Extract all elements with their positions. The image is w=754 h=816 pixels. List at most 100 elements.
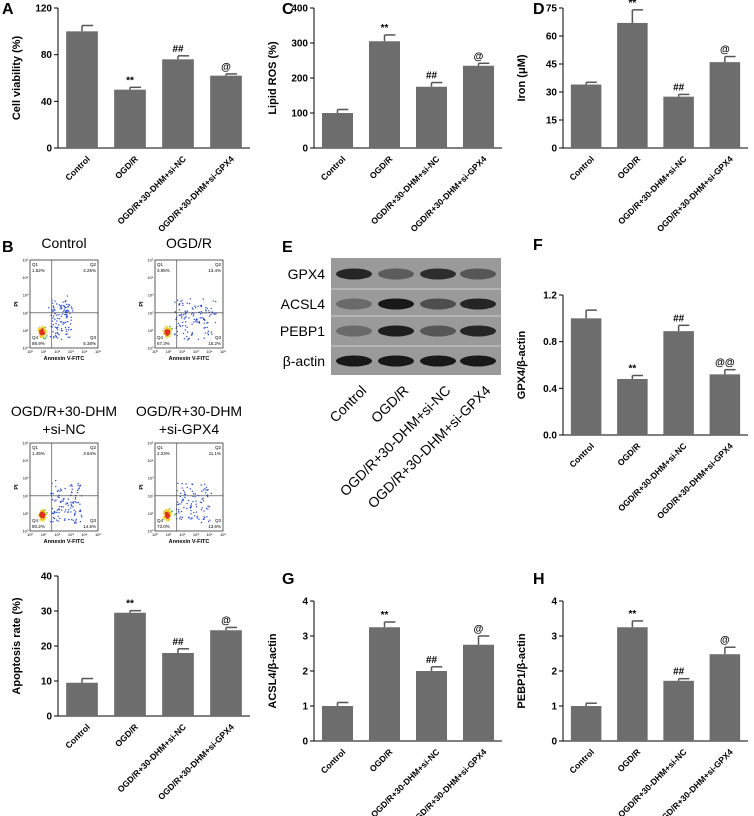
flow-dot xyxy=(164,326,166,328)
flow-dot xyxy=(180,501,183,504)
flow-dot xyxy=(205,507,208,510)
flow-dot xyxy=(65,321,67,323)
flow-dot xyxy=(206,495,209,498)
flow-dot xyxy=(44,511,47,513)
flow-dot xyxy=(52,315,55,317)
flow-dot xyxy=(203,327,205,329)
flow-dot xyxy=(204,487,206,490)
x-tick-label: 10³ xyxy=(193,532,199,537)
flow-dot xyxy=(209,519,211,521)
flow-dot xyxy=(200,501,203,504)
flow-dot xyxy=(39,510,42,512)
flow-dot xyxy=(184,329,187,331)
flow-dot xyxy=(169,518,171,520)
bar xyxy=(66,682,98,716)
x-tick-label: OGD/R+30-DHM+si-GPX4 xyxy=(655,441,735,521)
flow-dot xyxy=(53,335,55,338)
flow-dot xyxy=(207,333,210,336)
flow-dot xyxy=(65,299,67,302)
flow-dot xyxy=(67,498,69,500)
quadrant-percent: 88.9% xyxy=(32,341,45,346)
y-tick-label: 10³ xyxy=(148,476,154,481)
x-tick-label: 10² xyxy=(179,349,185,354)
significance-label: ** xyxy=(628,364,636,375)
flow-dot xyxy=(182,313,185,316)
flow-dot xyxy=(176,501,179,503)
flow-dot xyxy=(165,512,167,514)
flow-dot xyxy=(52,306,55,308)
flow-dot xyxy=(69,485,71,487)
y-tick-label: 10¹ xyxy=(148,511,154,516)
quadrant-name: Q3 xyxy=(90,335,97,340)
flow-dot xyxy=(162,330,164,332)
x-tick-label: 10⁰ xyxy=(152,349,158,354)
x-tick-label: 10³ xyxy=(68,532,74,537)
y-tick-label: 10⁰ xyxy=(147,529,153,534)
flow-dot xyxy=(164,333,166,336)
y-axis-label: PEBP1/β-actin xyxy=(516,633,528,708)
flow-dot xyxy=(68,326,70,329)
flow-dot xyxy=(38,335,41,337)
flow-dot xyxy=(186,331,189,333)
flow-dot xyxy=(57,515,59,517)
y-tick-label: 400 xyxy=(291,4,308,15)
flow-dot xyxy=(210,492,213,495)
bar xyxy=(617,627,648,741)
flow-dot xyxy=(170,514,172,517)
y-tick-label: 10¹ xyxy=(23,328,29,333)
flow-dot xyxy=(163,518,165,520)
flow-dot xyxy=(56,329,59,331)
quadrant-percent: 80.2% xyxy=(32,524,45,529)
flow-dot xyxy=(73,509,75,511)
flow-dot xyxy=(167,330,170,332)
flow-dot xyxy=(205,486,208,488)
quadrant-name: Q4 xyxy=(32,335,39,340)
flow-dot xyxy=(60,489,63,492)
significance-label: ** xyxy=(126,75,134,86)
flow-dot xyxy=(202,518,205,520)
flow-dot xyxy=(214,321,217,324)
flow-dot xyxy=(167,518,169,521)
flow-dot xyxy=(180,518,183,521)
flow-dot xyxy=(72,501,74,504)
flow-dot xyxy=(57,332,59,335)
flow-dot xyxy=(67,320,69,323)
flow-plot-title: +si-NC xyxy=(42,421,85,437)
significance-label: @ xyxy=(221,62,231,73)
flow-dot xyxy=(166,337,168,339)
flow-dot xyxy=(186,326,188,329)
y-tick-label: 40 xyxy=(41,97,53,108)
x-tick-label: OGD/R xyxy=(113,153,141,181)
flow-dot xyxy=(165,335,167,338)
bar xyxy=(663,96,694,148)
y-tick-label: 0 xyxy=(551,144,557,155)
flow-dot xyxy=(64,310,67,313)
flow-dot xyxy=(207,508,209,510)
flow-dot xyxy=(166,510,168,512)
flow-dots xyxy=(37,295,74,341)
flow-dot xyxy=(183,493,186,496)
blot-band xyxy=(378,268,414,280)
flow-dot xyxy=(55,303,58,305)
flow-dot xyxy=(56,511,58,514)
flow-dot xyxy=(54,300,56,302)
quadrant-name: Q2 xyxy=(90,262,97,267)
flow-dot xyxy=(65,509,67,511)
significance-label: ## xyxy=(172,44,184,55)
quadrant-name: Q3 xyxy=(215,335,222,340)
y-tick-label: 3 xyxy=(551,632,557,643)
flow-dot xyxy=(62,500,64,502)
flow-dot xyxy=(184,493,187,496)
x-tick-label: OGD/R+30-DHM+si-GPX4 xyxy=(655,154,735,234)
flow-dot xyxy=(164,517,167,519)
x-tick-label: 10¹ xyxy=(166,532,172,537)
flow-dot xyxy=(78,487,80,489)
flow-dot xyxy=(167,332,170,334)
x-tick-label: OGD/R xyxy=(367,153,395,181)
flow-dot xyxy=(202,497,204,500)
significance-label: ## xyxy=(426,655,438,666)
bar xyxy=(162,653,194,716)
flow-dot xyxy=(45,331,48,334)
flow-plot-title: Control xyxy=(41,235,86,251)
flow-dot xyxy=(73,514,76,516)
